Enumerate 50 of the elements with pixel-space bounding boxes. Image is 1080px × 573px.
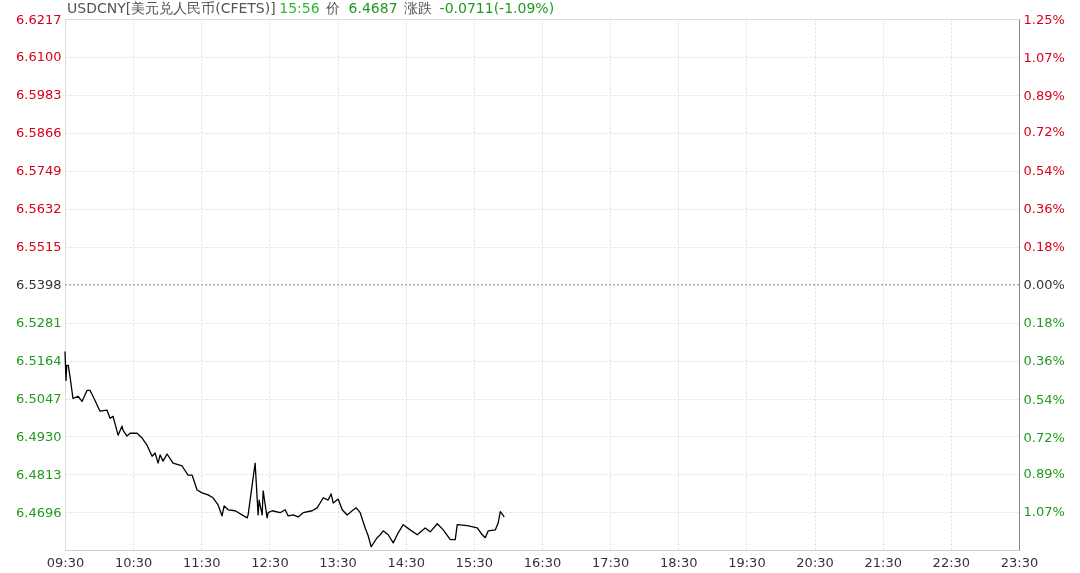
text: -0.0711(-1.09%) <box>439 0 555 16</box>
y-tick-label: 6.5983 <box>16 87 62 103</box>
y-tick-label: 6.5398 <box>16 277 62 293</box>
x-tick-label: 09:30 <box>46 554 85 570</box>
y-tick-label: 6.5515 <box>16 239 62 255</box>
y-tick-label: 6.5866 <box>16 125 62 141</box>
text: 价 <box>325 0 341 16</box>
x-tick-label: 19:30 <box>728 554 766 570</box>
x-tick-label: 13:30 <box>319 554 357 570</box>
y-tick-label: 6.5281 <box>16 315 62 331</box>
y-tick-label: 6.4813 <box>16 466 62 482</box>
y-tick-label: 6.6217 <box>16 11 62 27</box>
y2-tick-label: 0.36% <box>1023 353 1065 369</box>
x-tick-label: 16:30 <box>523 554 562 570</box>
y2-tick-label: 0.36% <box>1023 200 1065 216</box>
y2-tick-label: 0.18% <box>1023 238 1065 254</box>
y2-tick-label: 0.89% <box>1023 88 1065 104</box>
text: 涨跌 <box>403 0 432 16</box>
chart-title: USDCNY[美元兑人民币(CFETS)] <box>67 0 276 16</box>
y-tick-label: 6.5164 <box>16 353 62 369</box>
x-tick-label: 11:30 <box>183 554 221 570</box>
y2-tick-label: 0.89% <box>1023 465 1065 481</box>
text: 6.4687 <box>348 0 398 16</box>
y-tick-label: 6.5047 <box>16 391 62 407</box>
x-tick-label: 21:30 <box>864 554 902 570</box>
text: 15:56 <box>279 0 320 16</box>
y2-tick-label: 0.00% <box>1023 277 1065 293</box>
x-tick-label: 20:30 <box>796 554 834 570</box>
y2-tick-label: 1.25% <box>1023 11 1065 27</box>
x-tick-label: 10:30 <box>114 554 153 570</box>
x-tick-label: 12:30 <box>251 554 289 570</box>
x-tick-label: 14:30 <box>387 554 425 570</box>
x-tick-label: 23:30 <box>1000 554 1039 570</box>
y2-tick-label: 0.72% <box>1023 124 1065 140</box>
x-tick-label: 15:30 <box>455 554 494 570</box>
y2-tick-label: 1.07% <box>1023 504 1065 520</box>
y-tick-label: 6.4696 <box>16 504 62 520</box>
x-tick-label: 22:30 <box>932 554 971 570</box>
y2-tick-label: 1.07% <box>1023 50 1065 66</box>
line-series <box>64 350 505 548</box>
y-tick-label: 6.5632 <box>16 201 62 217</box>
x-tick-label: 17:30 <box>591 554 630 570</box>
y2-tick-label: 0.72% <box>1023 429 1065 445</box>
y2-tick-label: 0.54% <box>1023 391 1065 407</box>
y-tick-label: 6.5749 <box>16 163 62 179</box>
y2-tick-label: 0.54% <box>1023 162 1065 178</box>
y-tick-label: 6.4930 <box>16 428 62 444</box>
y-tick-label: 6.6100 <box>16 49 62 65</box>
x-tick-label: 18:30 <box>660 554 698 570</box>
y2-tick-label: 0.18% <box>1023 315 1065 331</box>
